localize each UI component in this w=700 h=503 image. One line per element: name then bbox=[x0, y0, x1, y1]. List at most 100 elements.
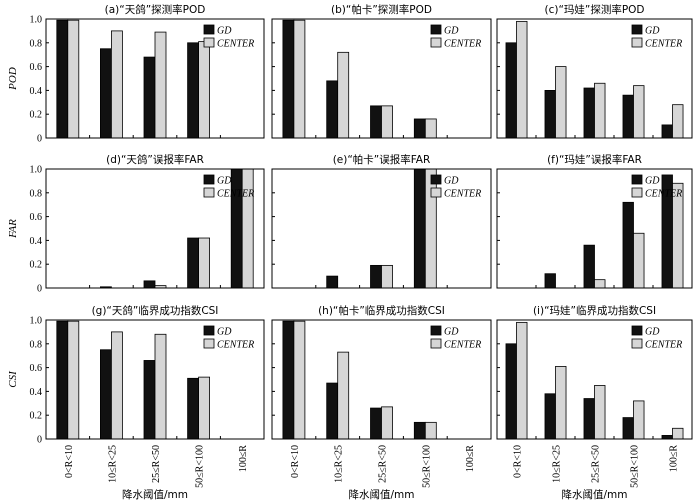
y-tick-label: 0.8 bbox=[30, 339, 43, 350]
panel-title: (i)“玛娃”临界成功指数CSI bbox=[533, 304, 656, 317]
y-axis-label: CSI bbox=[7, 370, 19, 388]
y-tick-label: 0.4 bbox=[30, 86, 43, 97]
panel-e: (e)“帕卡”误报率FAR GD CENTER bbox=[271, 153, 492, 289]
legend-swatch-gd bbox=[430, 24, 442, 35]
legend-label-center: CENTER bbox=[645, 189, 682, 200]
bar-center-0 bbox=[516, 321, 528, 440]
legend-swatch-center bbox=[203, 187, 215, 198]
bar-gd-4 bbox=[230, 168, 243, 289]
y-tick-label: 0.2 bbox=[30, 110, 43, 121]
y-tick-label: 0.8 bbox=[30, 38, 43, 49]
bar-center-3 bbox=[198, 376, 211, 440]
bar-gd-0 bbox=[505, 343, 517, 440]
y-tick-label: 0.6 bbox=[30, 212, 43, 223]
plot-frame bbox=[271, 18, 492, 139]
y-tick-label: 0.2 bbox=[30, 411, 43, 422]
bar-center-1 bbox=[111, 30, 123, 139]
legend-swatch-center bbox=[631, 338, 643, 349]
x-category-label: 10≤R<25 bbox=[107, 445, 118, 483]
bar-gd-2 bbox=[143, 280, 156, 289]
bar-gd-3 bbox=[622, 417, 634, 440]
x-axis-label: 降水阈值/mm bbox=[562, 488, 628, 501]
legend-label-gd: GD bbox=[444, 176, 459, 187]
bar-center-3 bbox=[633, 232, 645, 289]
panel-i: (i)“玛娃”临界成功指数CSI 0<R<10 10≤R<25 25≤R<50 50≤R… bbox=[496, 304, 693, 501]
legend-swatch-gd bbox=[203, 174, 215, 185]
bar-gd-0 bbox=[282, 19, 295, 139]
bar-center-1 bbox=[111, 331, 123, 440]
panel-title: (c)“玛娃”探测率POD bbox=[544, 3, 644, 16]
bar-center-0 bbox=[67, 320, 80, 440]
bar-center-2 bbox=[594, 385, 606, 440]
plot-frame bbox=[496, 319, 693, 440]
bar-center-2 bbox=[594, 279, 606, 289]
panel-h: (h)“帕卡”临界成功指数CSI 0<R<10 10≤R<25 25≤R<50 50≤R… bbox=[271, 304, 492, 501]
bar-center-4 bbox=[672, 104, 684, 139]
plot-frame bbox=[271, 168, 492, 289]
panel-title: (h)“帕卡”临界成功指数CSI bbox=[318, 304, 445, 317]
legend-label-center: CENTER bbox=[217, 340, 254, 351]
bar-center-4 bbox=[241, 168, 254, 289]
x-category-label: 100≤R bbox=[669, 445, 680, 472]
panel-d: (d)“天鸽”误报率FAR 0 0.2 0.4 0.6 0.8 1.0 FAR GD CENTER bbox=[7, 153, 265, 295]
bar-center-2 bbox=[154, 31, 167, 139]
y-tick-label: 0.2 bbox=[30, 260, 43, 271]
bar-gd-4 bbox=[661, 435, 673, 440]
bar-gd-1 bbox=[326, 275, 339, 289]
y-axis-label: POD bbox=[7, 67, 19, 91]
legend-swatch-gd bbox=[203, 325, 215, 336]
legend-label-center: CENTER bbox=[444, 39, 481, 50]
legend-swatch-center bbox=[203, 37, 215, 48]
bar-center-3 bbox=[633, 85, 645, 139]
x-category-label: 10≤R<25 bbox=[552, 445, 563, 483]
bar-center-3 bbox=[424, 168, 437, 289]
legend-label-gd: GD bbox=[645, 327, 660, 338]
legend-label-center: CENTER bbox=[217, 189, 254, 200]
x-category-label: 50≤R<100 bbox=[630, 445, 641, 488]
panel-title: (f)“玛娃”误报率FAR bbox=[547, 153, 642, 166]
bar-gd-0 bbox=[505, 42, 517, 139]
bar-gd-0 bbox=[56, 19, 69, 139]
legend-label-center: CENTER bbox=[217, 39, 254, 50]
bar-center-0 bbox=[67, 19, 80, 139]
bar-gd-0 bbox=[282, 320, 295, 440]
legend-label-gd: GD bbox=[645, 26, 660, 37]
y-tick-label: 0.4 bbox=[30, 236, 43, 247]
bar-center-3 bbox=[198, 237, 211, 289]
panel-title: (b)“帕卡”探测率POD bbox=[331, 3, 432, 16]
bar-gd-2 bbox=[583, 398, 595, 440]
legend-label-gd: GD bbox=[217, 176, 232, 187]
legend-swatch-center bbox=[631, 187, 643, 198]
bar-center-1 bbox=[555, 366, 567, 440]
bar-center-0 bbox=[293, 19, 306, 139]
plot-frame bbox=[271, 319, 492, 440]
bar-center-1 bbox=[337, 51, 350, 139]
bar-center-3 bbox=[633, 400, 645, 440]
bar-center-2 bbox=[381, 105, 393, 139]
legend-label-gd: GD bbox=[217, 26, 232, 37]
legend-label-center: CENTER bbox=[444, 189, 481, 200]
bar-center-0 bbox=[293, 320, 306, 440]
panel-title: (e)“帕卡”误报率FAR bbox=[333, 153, 431, 166]
x-category-label: 100≤R bbox=[238, 445, 249, 472]
bar-center-1 bbox=[337, 351, 350, 440]
legend-swatch-center bbox=[430, 37, 442, 48]
bar-center-3 bbox=[424, 118, 437, 139]
bar-gd-2 bbox=[583, 87, 595, 139]
bar-gd-1 bbox=[100, 48, 112, 139]
bar-gd-1 bbox=[100, 349, 112, 440]
y-tick-label: 0 bbox=[37, 134, 42, 145]
x-category-label: 0<R<10 bbox=[290, 445, 301, 478]
bar-center-3 bbox=[424, 421, 437, 440]
y-tick-label: 1.0 bbox=[30, 165, 43, 176]
y-tick-label: 0.6 bbox=[30, 363, 43, 374]
bar-gd-3 bbox=[413, 421, 426, 440]
legend-label-center: CENTER bbox=[645, 340, 682, 351]
bar-center-1 bbox=[555, 66, 567, 139]
y-tick-label: 0.6 bbox=[30, 62, 43, 73]
legend-swatch-gd bbox=[631, 174, 643, 185]
panel-a: (a)“天鸽”探测率POD 0 0.2 0.4 0.6 0.8 1.0 POD GD CENTER bbox=[7, 3, 265, 145]
bar-gd-1 bbox=[326, 80, 339, 139]
